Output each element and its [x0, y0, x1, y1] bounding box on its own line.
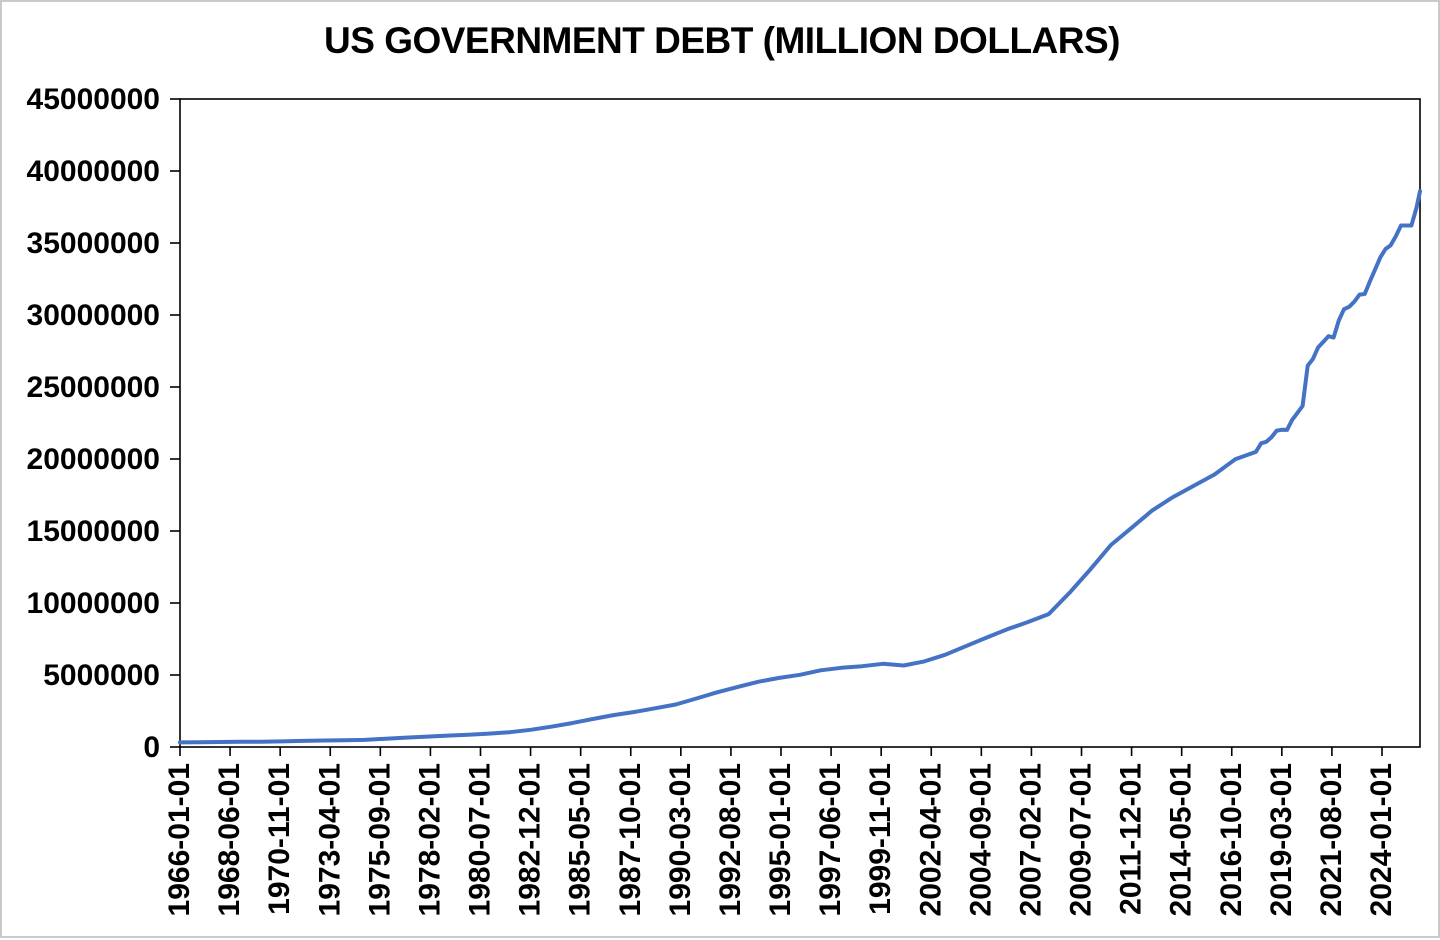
x-axis-tick-label: 1973-04-01 — [313, 763, 346, 916]
x-axis-tick-label: 2016-10-01 — [1215, 763, 1248, 916]
y-axis-tick-label: 25000000 — [27, 371, 160, 404]
x-axis-tick-label: 2014-05-01 — [1165, 763, 1198, 916]
y-axis-tick-label: 15000000 — [27, 515, 160, 548]
x-axis-tick-label: 2019-03-01 — [1265, 763, 1298, 916]
x-axis-tick-label: 2021-08-01 — [1315, 763, 1348, 916]
x-axis-tick-label: 1997-06-01 — [814, 763, 847, 916]
x-axis-tick-label: 2024-01-01 — [1365, 763, 1398, 916]
y-axis-tick-label: 35000000 — [27, 227, 160, 260]
y-axis-tick-label: 45000000 — [27, 83, 160, 116]
y-axis-tick-label: 0 — [143, 731, 160, 764]
x-axis-tick-label: 1980-07-01 — [464, 763, 497, 916]
y-axis-tick-label: 40000000 — [27, 155, 160, 188]
x-axis-tick-label: 1992-08-01 — [714, 763, 747, 916]
x-axis-tick-label: 1968-06-01 — [213, 763, 246, 916]
x-axis-tick-label: 1966-01-01 — [163, 763, 196, 916]
x-axis-tick-label: 1970-11-01 — [263, 763, 296, 915]
x-axis-tick-label: 2011-12-01 — [1115, 763, 1148, 915]
y-axis-tick-label: 30000000 — [27, 299, 160, 332]
x-axis-tick-label: 1975-09-01 — [363, 763, 396, 916]
x-axis-tick-label: 1985-05-01 — [564, 763, 597, 916]
chart-title: US GOVERNMENT DEBT (MILLION DOLLARS) — [324, 20, 1120, 61]
y-axis-tick-label: 10000000 — [27, 587, 160, 620]
x-axis-tick-label: 1978-02-01 — [413, 763, 446, 916]
x-axis-tick-label: 2002-04-01 — [914, 763, 947, 916]
x-axis-tick-label: 1995-01-01 — [764, 763, 797, 916]
x-axis-tick-label: 1990-03-01 — [664, 763, 697, 916]
y-axis-tick-label: 5000000 — [43, 659, 160, 692]
x-axis-tick-label: 2007-02-01 — [1014, 763, 1047, 916]
x-axis-tick-label: 1982-12-01 — [514, 763, 547, 916]
x-axis-tick-label: 1999-11-01 — [864, 763, 897, 915]
y-axis-tick-label: 20000000 — [27, 443, 160, 476]
x-axis-tick-label: 2009-07-01 — [1065, 763, 1098, 916]
debt-line-series — [178, 189, 1422, 745]
x-axis-tick-label: 1987-10-01 — [614, 763, 647, 916]
x-axis-tick-label: 2004-09-01 — [964, 763, 997, 916]
plot-area-border — [179, 98, 1421, 748]
